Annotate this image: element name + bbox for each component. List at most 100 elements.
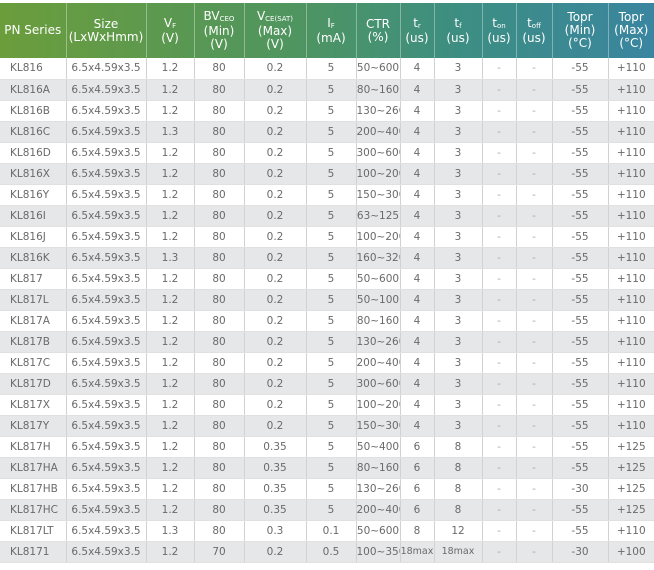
table-cell: - bbox=[482, 310, 517, 332]
column-header-unit: (us) bbox=[446, 30, 470, 45]
table-cell: -55 bbox=[552, 142, 609, 164]
table-cell: 80 bbox=[194, 373, 245, 395]
table-cell: 70 bbox=[194, 541, 245, 563]
table-cell: +110 bbox=[608, 121, 654, 143]
table-cell: - bbox=[482, 268, 517, 290]
product-spec-table: PN Series Size (LxWxHmm) VF (V) BVCEO (Min) (V)… bbox=[0, 3, 654, 563]
table-cell: 4 bbox=[400, 184, 435, 206]
table-cell: 5 bbox=[306, 163, 357, 185]
table-cell: -55 bbox=[552, 331, 609, 353]
table-cell: 4 bbox=[400, 268, 435, 290]
table-cell: - bbox=[516, 436, 553, 458]
table-cell: +110 bbox=[608, 520, 654, 542]
table-cell: -55 bbox=[552, 520, 609, 542]
table-cell: 5 bbox=[306, 58, 357, 80]
table-cell: 6.5x4.59x3.5 bbox=[66, 394, 147, 416]
column-header-unit: (mA) bbox=[316, 30, 346, 45]
table-cell: 0.2 bbox=[244, 289, 307, 311]
table-cell: - bbox=[516, 79, 553, 101]
column-header: toff (us) bbox=[516, 3, 553, 58]
table-cell: 0.2 bbox=[244, 310, 307, 332]
column-header-label: t bbox=[413, 15, 418, 30]
column-header-label: I bbox=[327, 15, 331, 30]
table-cell: 0.2 bbox=[244, 100, 307, 122]
table-cell: 5 bbox=[306, 436, 357, 458]
table-cell: 1.2 bbox=[146, 310, 195, 332]
table-cell: 80~160 bbox=[356, 310, 401, 332]
table-cell: 50~100 bbox=[356, 289, 401, 311]
table-cell: 130~260 bbox=[356, 331, 401, 353]
table-cell: 1.2 bbox=[146, 499, 195, 521]
table-cell: -55 bbox=[552, 373, 609, 395]
table-cell: 6 bbox=[400, 457, 435, 479]
table-cell: -55 bbox=[552, 205, 609, 227]
table-cell: 1.2 bbox=[146, 373, 195, 395]
table-cell: 8 bbox=[434, 499, 483, 521]
table-cell: -55 bbox=[552, 184, 609, 206]
table-cell: 5 bbox=[306, 100, 357, 122]
table-cell: +110 bbox=[608, 205, 654, 227]
table-row: KL816J6.5x4.59x3.51.2800.25100~20043---5… bbox=[0, 226, 654, 248]
table-cell: - bbox=[516, 373, 553, 395]
table-cell: 1.2 bbox=[146, 457, 195, 479]
table-cell: 1.2 bbox=[146, 58, 195, 80]
column-header: VF (V) bbox=[146, 3, 195, 58]
column-header-label: BV bbox=[203, 9, 220, 23]
table-cell: 6.5x4.59x3.5 bbox=[66, 520, 147, 542]
table-cell: 6.5x4.59x3.5 bbox=[66, 289, 147, 311]
table-cell: 3 bbox=[434, 268, 483, 290]
pn-series-cell: KL816K bbox=[0, 247, 67, 269]
column-header: Topr (Min) (°C) bbox=[552, 3, 609, 58]
table-cell: -55 bbox=[552, 247, 609, 269]
table-row: KL817H 6.5x4.59x3.5 1.2 80 0.35 5 50~400 6 8- - -5… bbox=[0, 436, 654, 458]
table-row: KL817A 6.5x4.59x3.5 1.2 80 0.2 5 80~160 4 3- - -55… bbox=[0, 310, 654, 332]
table-cell: 80 bbox=[194, 394, 245, 416]
table-cell: 6.5x4.59x3.5 bbox=[66, 100, 147, 122]
table-cell: - bbox=[516, 205, 553, 227]
table-cell: -55 bbox=[552, 394, 609, 416]
table-cell: 6.5x4.59x3.5 bbox=[66, 499, 147, 521]
table-cell: 1.2 bbox=[146, 436, 195, 458]
table-cell: 0.35 bbox=[244, 457, 307, 479]
table-row: KL816 6.5x4.59x3.5 1.2 80 0.2 5 50~600 4 3- - -55 +… bbox=[0, 58, 654, 80]
table-cell: 200~400 bbox=[356, 121, 401, 143]
table-cell: 1.2 bbox=[146, 142, 195, 164]
table-cell: 150~300 bbox=[356, 415, 401, 437]
table-cell: 80 bbox=[194, 79, 245, 101]
table-row: KL817L 6.5x4.59x3.5 1.2 80 0.2 5 50~100 4 3- - -55… bbox=[0, 289, 654, 311]
table-cell: - bbox=[482, 394, 517, 416]
pn-series-cell: KL816J bbox=[0, 226, 67, 248]
table-cell: 3 bbox=[434, 205, 483, 227]
pn-series-cell: KL817HA bbox=[0, 457, 67, 479]
column-header-subscript: F bbox=[330, 21, 335, 30]
table-cell: 5 bbox=[306, 121, 357, 143]
table-cell: 4 bbox=[400, 247, 435, 269]
table-cell: 1.2 bbox=[146, 226, 195, 248]
column-header-label: t bbox=[527, 15, 532, 30]
table-cell: -55 bbox=[552, 121, 609, 143]
table-cell: 4 bbox=[400, 100, 435, 122]
table-row: KL817HB6.5x4.59x3.51.2800.355130~26068--… bbox=[0, 478, 654, 500]
table-cell: 50~600 bbox=[356, 268, 401, 290]
pn-series-cell: KL816X bbox=[0, 163, 67, 185]
table-cell: - bbox=[482, 121, 517, 143]
table-cell: 6.5x4.59x3.5 bbox=[66, 184, 147, 206]
table-cell: 12 bbox=[434, 520, 483, 542]
pn-series-cell: KL8171 bbox=[0, 541, 67, 563]
table-cell: 6 bbox=[400, 478, 435, 500]
pn-series-cell: KL817C bbox=[0, 352, 67, 374]
table-cell: 3 bbox=[434, 142, 483, 164]
table-cell: 5 bbox=[306, 268, 357, 290]
table-cell: 4 bbox=[400, 58, 435, 80]
table-cell: - bbox=[482, 247, 517, 269]
table-cell: 3 bbox=[434, 415, 483, 437]
table-cell: - bbox=[482, 331, 517, 353]
table-cell: 5 bbox=[306, 184, 357, 206]
pn-series-cell: KL817HC bbox=[0, 499, 67, 521]
table-cell: 0.2 bbox=[244, 58, 307, 80]
table-cell: - bbox=[516, 268, 553, 290]
table-cell: 4 bbox=[400, 79, 435, 101]
table-cell: 5 bbox=[306, 457, 357, 479]
table-row: KL817C6.5x4.59x3.51.2800.25200~40043---5… bbox=[0, 352, 654, 374]
table-cell: 3 bbox=[434, 331, 483, 353]
